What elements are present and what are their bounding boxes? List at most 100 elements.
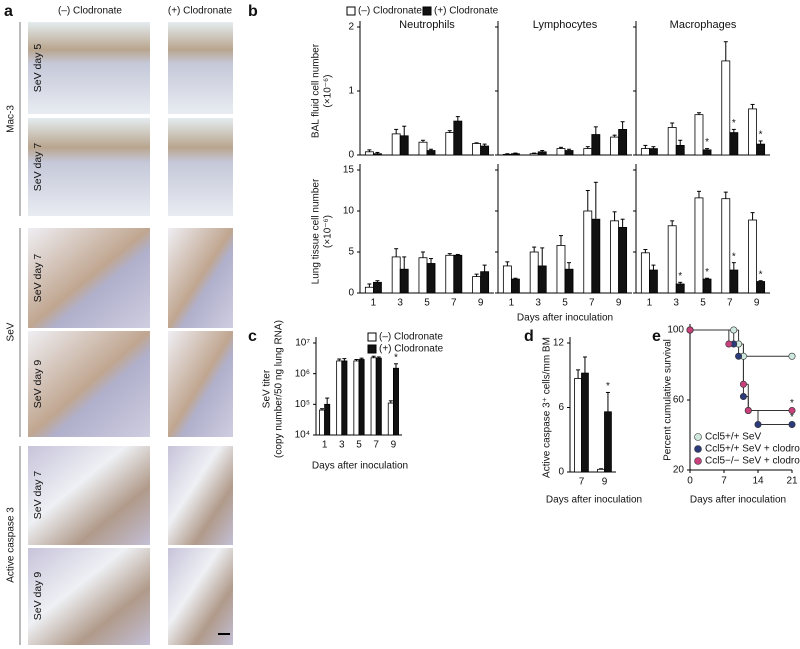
point bbox=[788, 406, 796, 414]
micrograph bbox=[168, 22, 233, 114]
bar bbox=[387, 402, 394, 436]
x-tick-label: 3 bbox=[535, 298, 541, 309]
bar bbox=[721, 198, 731, 294]
bar bbox=[675, 144, 685, 156]
y-tick-label: 5 bbox=[348, 247, 354, 258]
row-label: SeV day 9 bbox=[32, 572, 44, 621]
bar bbox=[748, 108, 757, 156]
bar bbox=[445, 254, 455, 294]
point bbox=[725, 340, 733, 348]
x-axis-label: Days after inoculation bbox=[690, 495, 786, 506]
bar bbox=[370, 357, 377, 436]
panel-label: d bbox=[524, 328, 534, 345]
point bbox=[788, 352, 796, 360]
bar bbox=[581, 372, 589, 473]
bar bbox=[510, 153, 520, 156]
bar bbox=[721, 60, 731, 156]
legend-swatch bbox=[367, 332, 377, 342]
legend-swatch bbox=[367, 344, 377, 354]
bar bbox=[453, 254, 463, 294]
bar bbox=[694, 197, 704, 294]
bar bbox=[591, 134, 601, 156]
significance: * bbox=[606, 381, 610, 392]
bar bbox=[372, 153, 382, 156]
bar bbox=[667, 127, 677, 156]
legend-label: (+) Clodronate bbox=[434, 6, 499, 17]
significance: * bbox=[678, 271, 682, 282]
significance: * bbox=[705, 267, 709, 278]
bar bbox=[418, 141, 428, 156]
bar bbox=[564, 268, 574, 294]
legend-label: (–) Clodronate bbox=[379, 332, 443, 343]
legend-label: Ccl5+/+ SeV + clodronate bbox=[705, 444, 800, 455]
point bbox=[739, 392, 747, 400]
significance: * bbox=[705, 137, 709, 148]
bar bbox=[445, 132, 455, 156]
legend-label: Ccl5−/− SeV + clodronate bbox=[705, 456, 800, 467]
panel-label: e bbox=[652, 328, 661, 345]
legend-label: (–) Clodronate bbox=[358, 6, 422, 17]
point bbox=[744, 406, 752, 414]
legend-label: Ccl5+/+ SeV bbox=[705, 432, 761, 443]
y-tick-label: 1 bbox=[348, 86, 354, 97]
bar bbox=[529, 251, 539, 294]
y-axis-label: SeV titer bbox=[262, 369, 273, 408]
bar bbox=[756, 143, 766, 156]
x-tick-label: 7 bbox=[589, 298, 595, 309]
bar bbox=[472, 143, 481, 156]
y-tick-label: 10⁴ bbox=[295, 430, 310, 441]
x-tick-label: 7 bbox=[373, 440, 379, 451]
bar bbox=[502, 153, 512, 156]
bar bbox=[702, 278, 712, 294]
legend-marker bbox=[694, 457, 702, 465]
bar bbox=[729, 132, 739, 156]
y-tick-label: 10⁷ bbox=[295, 338, 310, 349]
x-tick-label: 9 bbox=[391, 440, 397, 451]
legend-swatch bbox=[346, 6, 356, 16]
bar bbox=[748, 219, 757, 294]
bar bbox=[529, 153, 539, 156]
y-tick-label: 60 bbox=[673, 395, 685, 406]
row-label: SeV day 7 bbox=[32, 254, 44, 303]
x-axis-label: Days after inoculation bbox=[312, 461, 408, 472]
significance: * bbox=[759, 269, 763, 280]
y-axis-label: BAL fluid cell number bbox=[311, 43, 322, 138]
x-tick-label: 9 bbox=[616, 298, 622, 309]
column-header: (+) Clodronate bbox=[168, 6, 233, 17]
legend-swatch bbox=[422, 6, 432, 16]
bar bbox=[597, 468, 605, 473]
row-label: SeV day 5 bbox=[32, 44, 44, 93]
micrograph bbox=[28, 22, 150, 114]
bar bbox=[618, 128, 628, 156]
y-axis-label: (copy number/50 ng lung RNA) bbox=[274, 320, 285, 458]
x-tick-label: 5 bbox=[424, 298, 430, 309]
x-tick-label: 21 bbox=[786, 476, 798, 487]
y-axis-label: (×10⁻⁶) bbox=[323, 215, 334, 248]
facet-title: Macrophages bbox=[670, 19, 737, 31]
y-tick-label: 15 bbox=[343, 165, 355, 176]
point bbox=[788, 420, 796, 428]
micrograph bbox=[28, 331, 150, 437]
bar bbox=[610, 136, 619, 156]
bar bbox=[426, 150, 436, 156]
bar bbox=[667, 225, 677, 294]
y-tick-label: 10⁶ bbox=[295, 368, 310, 379]
point bbox=[730, 326, 738, 334]
bar bbox=[391, 133, 401, 156]
y-tick-label: 10 bbox=[343, 206, 355, 217]
x-tick-label: 1 bbox=[647, 298, 653, 309]
bar bbox=[375, 357, 382, 436]
panel-label: c bbox=[248, 328, 257, 345]
micrograph bbox=[28, 446, 150, 545]
bar bbox=[502, 265, 512, 294]
bar bbox=[604, 411, 612, 473]
y-tick-label: 0 bbox=[348, 150, 354, 161]
point bbox=[686, 326, 694, 334]
facet-title: Lymphocytes bbox=[533, 19, 598, 31]
bar bbox=[341, 360, 348, 436]
x-tick-label: 7 bbox=[579, 477, 585, 488]
y-tick-label: 0 bbox=[348, 288, 354, 299]
bar bbox=[649, 148, 658, 156]
legend-marker bbox=[694, 445, 702, 453]
